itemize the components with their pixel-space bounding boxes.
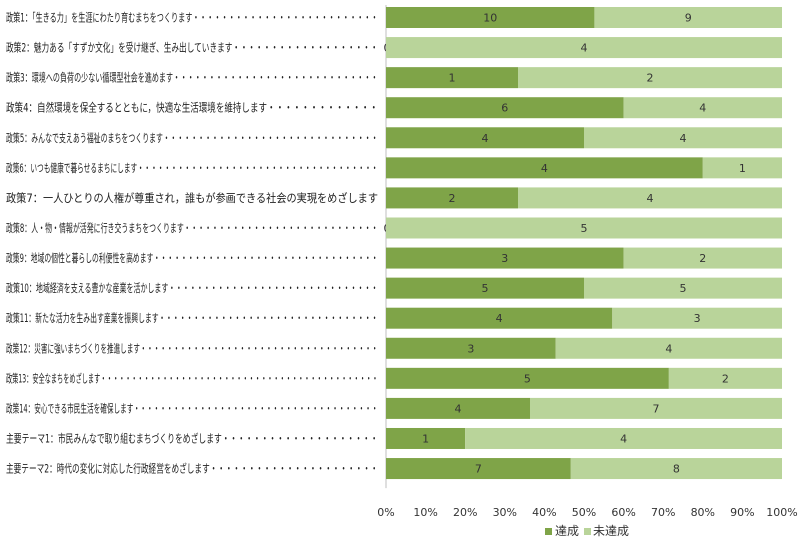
value-label-achieved-6: 4 — [541, 162, 548, 175]
bar-not-achieved-4 — [623, 97, 782, 119]
value-label-not-achieved-7: 4 — [647, 192, 654, 205]
x-tick-7: 70% — [651, 506, 675, 519]
value-label-not-achieved-2: 4 — [581, 42, 588, 55]
value-label-achieved-3: 1 — [449, 72, 456, 85]
x-tick-4: 40% — [532, 506, 556, 519]
x-tick-8: 80% — [691, 506, 715, 519]
x-tick-6: 60% — [611, 506, 635, 519]
bar-not-achieved-16 — [570, 458, 782, 480]
bar-achieved-4 — [386, 97, 624, 119]
value-label-not-achieved-15: 4 — [620, 432, 627, 445]
bar-achieved-7 — [386, 187, 518, 209]
value-label-achieved-10: 5 — [482, 282, 489, 295]
x-tick-9: 90% — [730, 506, 754, 519]
value-label-not-achieved-1: 9 — [685, 12, 692, 25]
category-label-13: 政策13：安全なまちをめざします・・・・・・・・・・・・・・・・・・・・・・・・… — [6, 371, 378, 385]
x-tick-1: 10% — [413, 506, 437, 519]
value-label-achieved-14: 4 — [455, 402, 462, 415]
bar-not-achieved-13 — [668, 367, 782, 389]
bar-not-achieved-15 — [465, 427, 782, 449]
value-label-not-achieved-8: 5 — [581, 222, 588, 235]
bar-not-achieved-9 — [623, 247, 782, 269]
category-label-6: 政策6：いつも健康で暮らせるまちにします・・・・・・・・・・・・・・・・・・・・… — [6, 161, 378, 175]
bar-not-achieved-11 — [612, 307, 782, 329]
bar-not-achieved-6 — [702, 157, 782, 179]
bar-achieved-15 — [386, 427, 466, 449]
category-label-5: 政策5：みんなで支えあう福祉のまちをつくります・・・・・・・・・・・・・・・・・… — [6, 131, 378, 145]
value-label-achieved-5: 4 — [482, 132, 489, 145]
category-label-9: 政策9：地域の個性と暮らしの利便性を高めます・・・・・・・・・・・・・・・・・・… — [6, 251, 378, 265]
category-label-14: 政策14：安心できる市民生活を確保します・・・・・・・・・・・・・・・・・・・・… — [6, 401, 378, 415]
category-label-16: 主要テーマ2：時代の変化に対応した行政経営をめざします・・・・・・・・・・・・・… — [6, 462, 378, 476]
value-label-achieved-1: 10 — [483, 12, 497, 25]
category-label-4: 政策4：自然環境を保全するとともに，快適な生活環境を維持します・・・・・・・・・… — [6, 101, 378, 115]
legend-swatch-not-achieved — [584, 528, 591, 535]
value-label-not-achieved-12: 4 — [665, 342, 672, 355]
category-label-2: 政策2：魅力ある「すずか文化」を受け継ぎ、生み出していきます・・・・・・・・・・… — [6, 41, 378, 55]
bar-not-achieved-5 — [584, 127, 782, 149]
x-tick-0: 0% — [377, 506, 394, 519]
bar-not-achieved-14 — [530, 397, 782, 419]
bar-not-achieved-12 — [555, 337, 782, 359]
category-label-8: 政策8：人・物・情報が活発に行き交うまちをつくります・・・・・・・・・・・・・・… — [6, 221, 378, 235]
category-label-7: 政策7：一人ひとりの人権が尊重され，誰もが参画できる社会の実現をめざします — [6, 191, 378, 205]
category-label-12: 政策12：災害に強いまちづくりを推進します・・・・・・・・・・・・・・・・・・・… — [6, 341, 378, 355]
bar-achieved-1 — [386, 7, 595, 28]
bars: 109041264444124053255433452471478 — [384, 7, 782, 480]
value-label-not-achieved-5: 4 — [680, 132, 687, 145]
value-label-achieved-12: 3 — [467, 342, 474, 355]
category-label-11: 政策11：新たな活力を生み出す産業を振興します・・・・・・・・・・・・・・・・・… — [6, 311, 378, 325]
bar-achieved-14 — [386, 397, 530, 419]
value-label-not-achieved-6: 1 — [739, 162, 746, 175]
bar-not-achieved-7 — [518, 187, 782, 209]
category-label-15: 主要テーマ1：市民みんなで取り組むまちづくりをめざします・・・・・・・・・・・・… — [6, 431, 378, 445]
value-label-achieved-9: 3 — [501, 252, 508, 265]
bar-not-achieved-1 — [594, 7, 782, 28]
legend-label-not-achieved: 未達成 — [593, 524, 629, 538]
value-label-not-achieved-16: 8 — [673, 463, 680, 476]
x-tick-3: 30% — [493, 506, 517, 519]
bar-achieved-11 — [386, 307, 613, 329]
category-label-3: 政策3：環境への負荷の少ない循環型社会を進めます・・・・・・・・・・・・・・・・… — [6, 71, 378, 85]
value-label-achieved-7: 2 — [449, 192, 456, 205]
value-label-achieved-16: 7 — [475, 463, 482, 476]
value-label-not-achieved-14: 7 — [653, 402, 660, 415]
value-label-not-achieved-9: 2 — [699, 252, 706, 265]
x-tick-2: 20% — [453, 506, 477, 519]
value-label-not-achieved-3: 2 — [647, 72, 654, 85]
legend-label-achieved: 達成 — [555, 524, 579, 538]
x-tick-5: 50% — [572, 506, 596, 519]
bar-achieved-16 — [386, 458, 571, 480]
bar-achieved-3 — [386, 67, 518, 89]
bar-achieved-6 — [386, 157, 703, 179]
bar-achieved-9 — [386, 247, 624, 269]
value-label-not-achieved-13: 2 — [722, 372, 729, 385]
legend: 達成 未達成 — [545, 524, 629, 538]
value-label-achieved-15: 1 — [422, 432, 429, 445]
category-labels: 政策1：「生きる力」を生涯にわたり育むまちをつくります・・・・・・・・・・・・・… — [6, 11, 378, 476]
value-label-not-achieved-11: 3 — [694, 312, 701, 325]
category-label-1: 政策1：「生きる力」を生涯にわたり育むまちをつくります・・・・・・・・・・・・・… — [6, 11, 378, 25]
bar-achieved-5 — [386, 127, 584, 149]
bar-not-achieved-10 — [584, 277, 782, 299]
bar-not-achieved-2 — [386, 37, 782, 59]
x-tick-10: 100% — [766, 506, 797, 519]
legend-swatch-achieved — [545, 528, 552, 535]
value-label-achieved-4: 6 — [501, 102, 508, 115]
value-label-not-achieved-4: 4 — [699, 102, 706, 115]
bar-not-achieved-8 — [386, 217, 782, 239]
bar-achieved-13 — [386, 367, 669, 389]
bar-achieved-10 — [386, 277, 584, 299]
value-label-not-achieved-10: 5 — [680, 282, 687, 295]
category-label-10: 政策10：地域経済を支える豊かな産業を活かします・・・・・・・・・・・・・・・・… — [6, 281, 378, 295]
bar-not-achieved-3 — [518, 67, 782, 89]
bar-achieved-12 — [386, 337, 556, 359]
value-label-achieved-11: 4 — [496, 312, 503, 325]
value-label-achieved-13: 5 — [524, 372, 531, 385]
x-axis-ticks: 0% 10% 20% 30% 40% 50% 60% 70% 80% 90% 100% — [377, 506, 797, 519]
